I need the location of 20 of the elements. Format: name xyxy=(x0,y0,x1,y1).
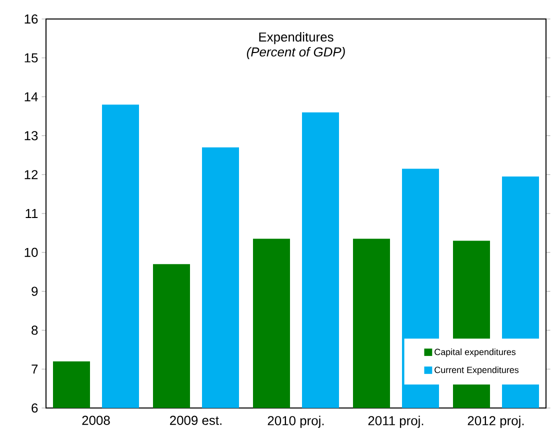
y-tick-label: 7 xyxy=(32,364,38,374)
x-tick-label: 2008 xyxy=(82,416,110,425)
y-tick-label: 12 xyxy=(24,170,38,180)
x-tick-label: 2010 proj. xyxy=(268,416,324,428)
y-tick-label: 13 xyxy=(24,131,38,140)
y-tick-label: 8 xyxy=(32,326,38,335)
y-tick-label: 14 xyxy=(24,92,38,102)
y-tick-label: 6 xyxy=(32,403,38,413)
legend-label: Current Expenditures xyxy=(434,366,519,375)
y-tick-label: 15 xyxy=(24,53,38,62)
y-tick-label: 9 xyxy=(32,286,38,296)
y-tick-label: 10 xyxy=(24,248,38,257)
x-tick-label: 2009 est. xyxy=(170,416,222,425)
x-tick-label: 2011 proj. xyxy=(368,416,424,428)
text: Expenditures xyxy=(259,32,334,44)
y-tick-label: 11 xyxy=(26,209,38,218)
legend-label: Capital expenditures xyxy=(434,348,516,357)
x-tick-label: 2012 proj. xyxy=(468,416,524,428)
y-tick-label: 16 xyxy=(24,14,38,24)
text: (Percent of GDP) xyxy=(246,47,345,60)
